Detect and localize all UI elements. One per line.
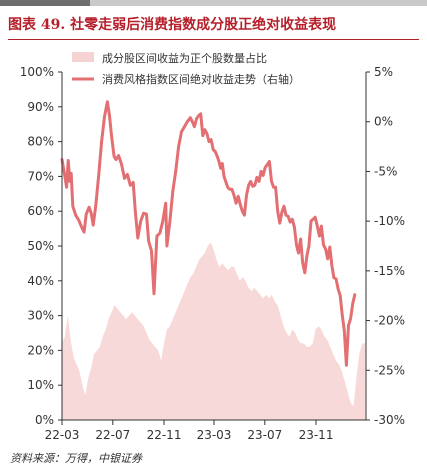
- legend-swatch-area: [72, 52, 94, 62]
- x-axis-tick-label: 22-03: [45, 428, 80, 442]
- legend-label-area: 成分股区间收益为正个股数量占比: [102, 51, 267, 65]
- figure-title: 图表 49. 社零走弱后消费指数成分股正绝对收益表现: [8, 17, 337, 33]
- legend-label-line: 消费风格指数区间绝对收益走势（右轴）: [102, 72, 300, 86]
- line-series-consumer-index-return: [60, 100, 357, 367]
- x-axis-tick-label: 23-03: [197, 428, 232, 442]
- right-axis-tick-label: -20%: [374, 314, 405, 328]
- left-axis-tick-label: 100%: [20, 65, 54, 79]
- right-axis-tick-label: 0%: [374, 115, 393, 129]
- x-axis-tick-label: 23-07: [247, 428, 282, 442]
- right-axis-tick-label: -15%: [374, 264, 405, 278]
- right-axis-tick-label: -5%: [374, 164, 397, 178]
- left-axis-tick-label: 0%: [35, 413, 54, 427]
- header-bar-light: [90, 0, 427, 6]
- x-axis-tick-label: 22-07: [95, 428, 130, 442]
- left-axis-tick-label: 90%: [27, 100, 54, 114]
- area-series-positive-share: [62, 242, 366, 420]
- left-axis-tick-label: 70%: [27, 169, 54, 183]
- left-axis-tick-label: 40%: [27, 274, 54, 288]
- left-axis-tick-label: 30%: [27, 309, 54, 323]
- right-axis-tick-label: -30%: [374, 413, 405, 427]
- header-bar: [0, 0, 427, 6]
- right-axis-tick-label: -25%: [374, 363, 405, 377]
- x-axis-tick-label: 22-11: [147, 428, 182, 442]
- left-axis-tick-label: 10%: [27, 378, 54, 392]
- right-axis-tick-label: 5%: [374, 65, 393, 79]
- left-axis-tick-label: 50%: [27, 239, 54, 253]
- right-axis-tick-label: -10%: [374, 214, 405, 228]
- left-axis-tick-label: 20%: [27, 343, 54, 357]
- source-note: 资料来源：万得，中银证券: [10, 452, 142, 465]
- left-axis-tick-label: 80%: [27, 135, 54, 149]
- title-rule: [8, 39, 419, 40]
- left-axis-tick-label: 60%: [27, 204, 54, 218]
- x-axis-tick-label: 23-11: [299, 428, 334, 442]
- header-bar-dark: [0, 0, 90, 6]
